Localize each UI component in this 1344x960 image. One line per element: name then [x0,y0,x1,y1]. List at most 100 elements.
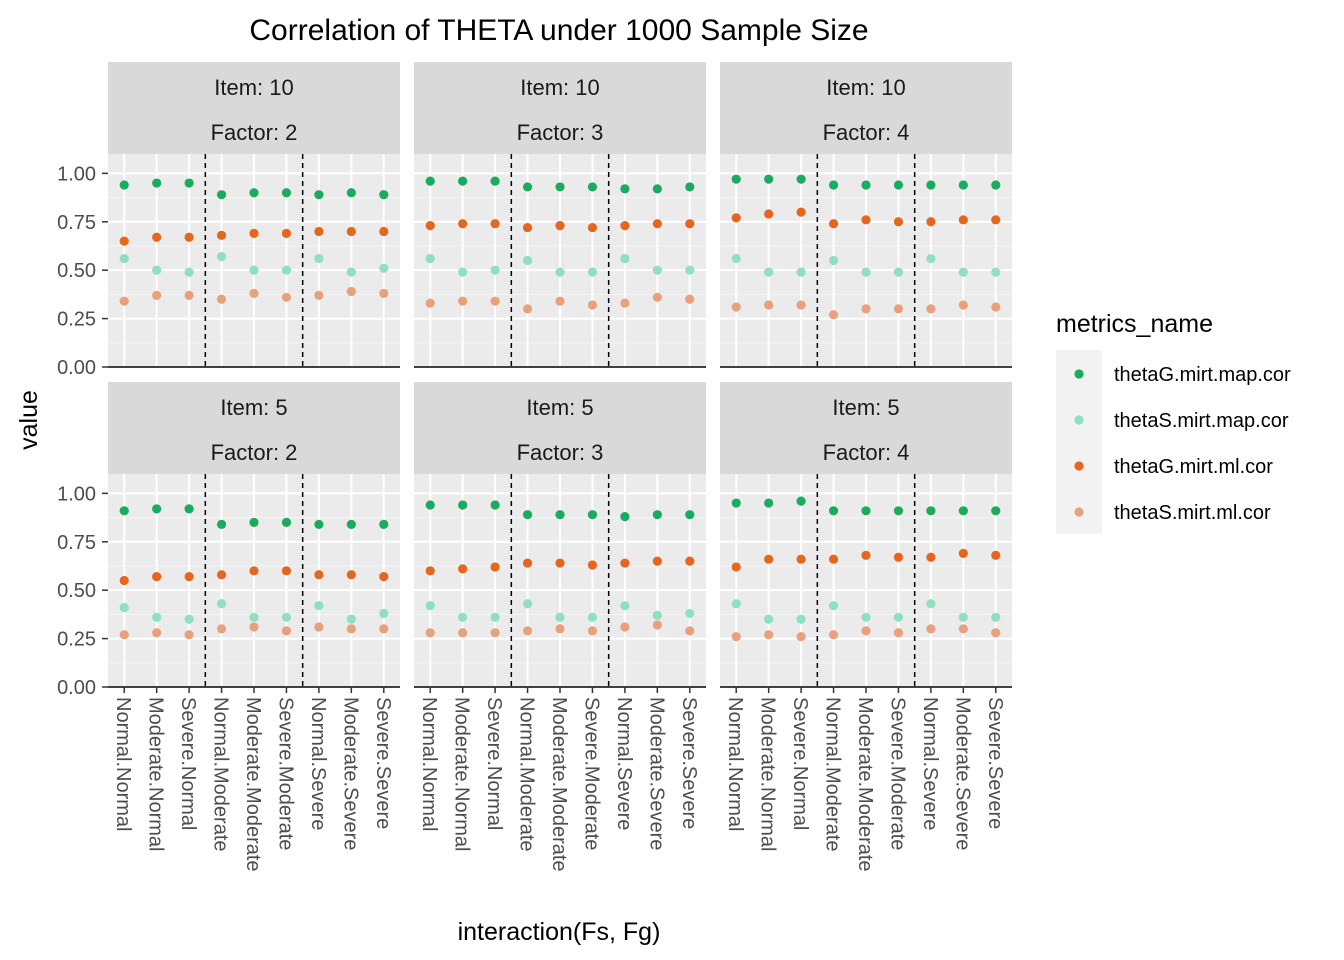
data-point [425,298,435,308]
series-thetaS.mirt.map.cor [425,599,695,622]
data-point [281,626,292,636]
data-point [731,213,741,223]
data-point [346,226,356,237]
data-point [249,288,259,299]
data-point [991,215,1001,225]
y-tick-label: 0.50 [57,260,96,282]
series-thetaS.mirt.ml.cor [119,622,389,640]
data-point [796,207,806,217]
data-point [555,296,565,306]
y-tick-label: 0.00 [57,357,96,379]
panel-3: Item: 10 Factor: 4 [720,62,1012,368]
x-tick-label: Severe.Normal [177,697,199,830]
data-point [184,630,194,640]
x-tick-label: Normal.Severe [919,697,941,830]
data-point [828,630,839,640]
x-tick-label: Severe.Normal [789,697,811,830]
data-point [587,612,598,622]
data-point [861,215,871,225]
data-point [458,612,468,622]
data-point [425,566,435,576]
data-point [281,612,292,622]
data-point [425,221,435,231]
legend-entries: thetaG.mirt.map.cor thetaS.mirt.map.cor th… [1074,364,1291,524]
data-point [731,632,741,642]
data-point [926,180,936,190]
data-point [893,304,904,314]
facet-strip [108,382,400,474]
data-point [216,252,227,262]
legend-entry-label: thetaG.mirt.ml.cor [1114,456,1273,478]
data-point [425,253,435,264]
data-point [731,253,741,264]
data-point [861,180,871,190]
series-thetaS.mirt.ml.cor [731,300,1001,320]
data-point [249,517,259,528]
data-point [796,267,806,277]
data-point [926,624,936,634]
data-point [184,267,194,277]
data-point [764,498,774,508]
data-point [379,519,389,529]
series-thetaG.mirt.ml.cor [119,566,389,586]
data-point [379,190,389,200]
facet-strip [414,382,706,474]
x-tick-label: Severe.Moderate [886,697,908,850]
data-point [991,506,1001,516]
data-point [685,294,695,304]
data-point [490,628,500,638]
x-tick-label: Severe.Severe [678,697,700,829]
data-point [893,628,904,638]
data-point [620,253,630,264]
facet-strip [414,62,706,154]
data-point [828,180,839,190]
data-point [346,519,356,529]
data-point [184,290,194,300]
x-tick-label: Normal.Moderate [516,697,538,852]
x-tick-label: Moderate.Moderate [242,697,264,872]
data-point [346,188,356,198]
data-point [620,558,630,568]
data-point [652,620,662,630]
data-point [119,575,129,586]
data-point [828,219,839,229]
data-point [216,230,227,240]
data-point [652,292,662,302]
data-point [379,226,389,237]
data-point [893,506,904,516]
data-point [152,572,162,582]
legend-entry-label: thetaG.mirt.map.cor [1114,364,1291,386]
data-point [119,630,129,640]
data-point [216,190,227,200]
series-thetaG.mirt.map.cor [425,176,695,194]
series-thetaG.mirt.ml.cor [731,207,1001,229]
data-point [685,510,695,520]
y-tick-label: 0.75 [57,532,96,554]
data-point [458,176,468,186]
data-point [991,612,1001,622]
data-point [152,178,162,188]
data-point [490,562,500,572]
chart-title: Correlation of THETA under 1000 Sample S… [249,14,868,47]
data-point [926,506,936,516]
y-tick-label: 0.50 [57,580,96,602]
data-point [652,265,662,275]
data-point [958,548,968,558]
data-point [587,560,598,570]
data-point [991,550,1001,560]
data-point [587,182,598,192]
strip-item-label: Item: 10 [520,75,599,100]
data-point [522,182,533,192]
x-tick-label: Moderate.Moderate [548,697,570,872]
data-point [731,174,741,184]
series-thetaG.mirt.ml.cor [731,548,1001,572]
data-point [314,519,324,529]
data-point [314,290,324,300]
series-thetaG.mirt.ml.cor [119,226,389,246]
data-point [861,626,871,636]
x-tick-label: Moderate.Normal [451,697,473,852]
y-axis-label: value [15,390,43,450]
data-point [314,601,324,611]
data-point [458,564,468,574]
data-point [522,599,533,609]
